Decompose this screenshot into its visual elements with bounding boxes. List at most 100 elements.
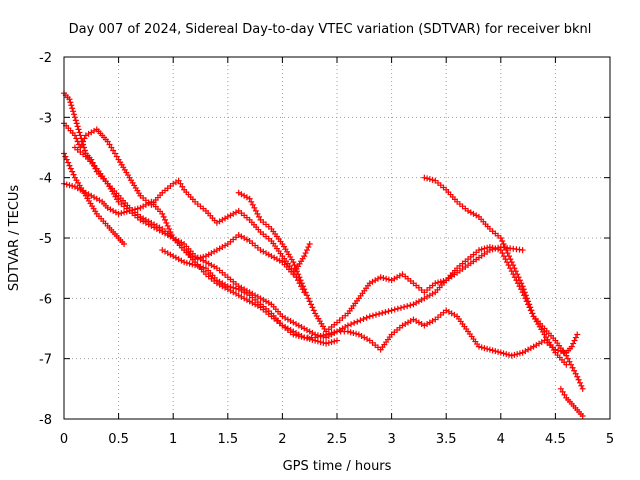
- data-point: [73, 135, 80, 142]
- x-tick-label: 4: [497, 432, 505, 447]
- series-trace-e: [71, 144, 340, 347]
- data-point: [512, 268, 519, 275]
- x-tick-label: 4.5: [545, 432, 566, 447]
- data-point: [197, 254, 204, 261]
- data-point: [353, 330, 360, 337]
- data-point: [515, 274, 522, 281]
- data-point: [113, 153, 120, 160]
- data-point: [293, 268, 300, 275]
- data-point: [525, 298, 532, 305]
- data-point: [67, 99, 74, 106]
- data-point: [296, 274, 303, 281]
- data-point: [308, 301, 315, 308]
- data-point: [194, 255, 201, 262]
- data-point: [320, 339, 327, 346]
- data-point: [312, 334, 319, 341]
- data-point: [297, 277, 304, 284]
- x-tick-label: 5: [606, 432, 614, 447]
- data-point: [500, 241, 507, 248]
- data-point: [571, 337, 578, 344]
- data-point: [301, 286, 308, 293]
- data-point: [572, 370, 579, 377]
- data-point: [369, 312, 376, 319]
- data-point: [309, 304, 316, 311]
- data-point: [70, 108, 77, 115]
- data-point: [350, 330, 357, 337]
- data-point: [67, 165, 74, 172]
- data-point: [497, 247, 504, 254]
- data-point: [557, 385, 564, 392]
- data-point: [63, 181, 70, 188]
- data-point: [503, 351, 510, 358]
- data-point: [373, 311, 379, 318]
- data-point: [69, 182, 76, 189]
- series-trace-h: [421, 174, 570, 368]
- data-point: [522, 292, 529, 299]
- data-point: [69, 168, 76, 175]
- x-tick-label: 0: [60, 432, 68, 447]
- y-tick-label: -7: [39, 353, 52, 368]
- data-point: [529, 310, 536, 317]
- data-point: [295, 271, 302, 278]
- data-point: [77, 132, 84, 139]
- chart-title: Day 007 of 2024, Sidereal Day-to-day VTE…: [69, 22, 592, 37]
- data-point: [70, 171, 77, 178]
- data-point: [334, 337, 340, 344]
- data-point: [500, 350, 507, 357]
- y-tick-label: -6: [39, 292, 52, 307]
- data-point: [232, 285, 239, 292]
- data-point: [486, 346, 493, 353]
- data-point: [576, 379, 583, 386]
- data-point: [347, 329, 354, 336]
- data-point: [497, 349, 504, 356]
- data-point: [499, 238, 506, 245]
- data-point: [328, 330, 335, 337]
- data-point: [505, 253, 512, 260]
- data-point: [574, 331, 581, 338]
- data-point: [300, 283, 307, 290]
- data-point: [478, 246, 485, 253]
- data-point: [65, 159, 72, 166]
- data-point: [571, 367, 578, 374]
- data-point: [514, 351, 521, 358]
- data-point: [303, 335, 310, 342]
- data-point: [348, 321, 355, 328]
- data-point: [162, 216, 169, 223]
- axis-ticks: [63, 56, 611, 420]
- data-point: [314, 333, 321, 340]
- data-points: [61, 90, 586, 419]
- data-point: [484, 244, 491, 251]
- data-point: [111, 150, 118, 157]
- data-point: [166, 225, 173, 232]
- data-point: [81, 135, 88, 142]
- data-point: [69, 105, 76, 112]
- data-point: [256, 213, 262, 220]
- data-point: [500, 253, 507, 260]
- data-point: [475, 247, 482, 254]
- data-point: [305, 244, 312, 251]
- data-point: [74, 138, 81, 145]
- data-point: [310, 307, 317, 314]
- data-point: [563, 361, 570, 368]
- data-point: [510, 262, 517, 269]
- data-point: [134, 205, 141, 212]
- data-point: [159, 210, 166, 217]
- data-point: [563, 352, 570, 359]
- data-point: [295, 333, 302, 340]
- data-point: [440, 277, 447, 284]
- data-point: [429, 176, 436, 183]
- data-point: [382, 309, 389, 316]
- data-point: [248, 198, 255, 205]
- data-point: [492, 245, 499, 252]
- data-point: [177, 180, 184, 187]
- data-point: [331, 338, 338, 345]
- data-point: [561, 391, 568, 398]
- data-point: [72, 117, 79, 124]
- data-point: [227, 284, 234, 291]
- data-point: [303, 247, 310, 254]
- data-point: [328, 339, 335, 346]
- data-point: [505, 351, 512, 358]
- y-tick-label: -5: [39, 232, 52, 247]
- data-point: [110, 147, 117, 154]
